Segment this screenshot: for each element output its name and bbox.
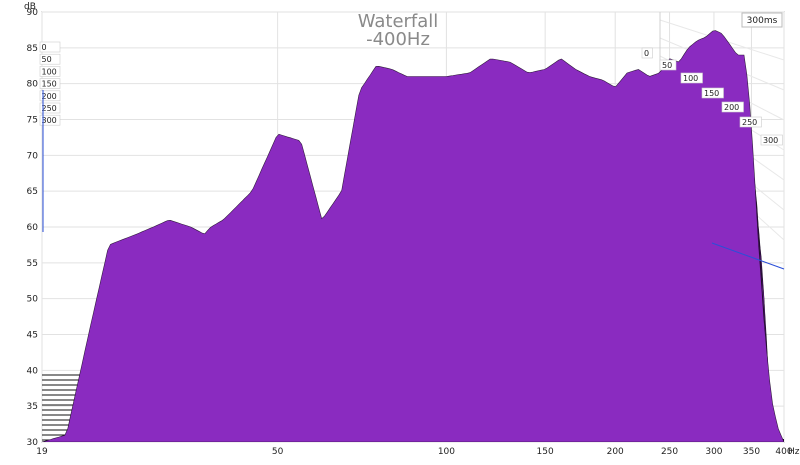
time-label-left: 0 [39, 41, 61, 53]
time-label-right: 300 [760, 134, 783, 146]
y-tick-label: 55 [27, 259, 38, 269]
y-tick-label: 80 [27, 80, 39, 90]
time-label-right: 100 [680, 72, 703, 84]
time-label-left: 150 [39, 78, 61, 89]
y-tick-label: 50 [27, 295, 39, 305]
time-label-text: 300 [763, 136, 778, 145]
x-tick-label: 100 [438, 447, 455, 457]
time-label-text: 50 [42, 55, 52, 64]
x-tick-label: 350 [743, 447, 760, 457]
time-label-box [680, 72, 703, 84]
time-label-left: 200 [39, 90, 61, 102]
x-tick-label: 200 [607, 447, 624, 457]
y-tick-label: 65 [27, 187, 38, 197]
time-label-box [39, 102, 61, 114]
x-tick-label: 400 [775, 447, 792, 457]
y-tick-label: 45 [27, 331, 38, 341]
y-tick-label: 75 [27, 116, 38, 126]
time-label-left: 250 [39, 102, 61, 114]
time-label-box [39, 66, 61, 77]
time-label-text: 0 [42, 43, 47, 52]
time-label-text: 150 [704, 89, 719, 98]
time-label-text: 0 [644, 49, 649, 58]
y-tick-label: 35 [27, 402, 38, 412]
x-axis-unit-label: Hz [788, 447, 800, 457]
time-label-box [739, 116, 762, 128]
time-label-text: 250 [42, 104, 57, 113]
time-axis-badge-label: 300ms [747, 16, 778, 26]
y-tick-label: 60 [27, 223, 39, 233]
time-label-text: 50 [662, 61, 672, 70]
time-label-box [39, 41, 61, 53]
time-label-text: 100 [42, 67, 57, 76]
x-tick-label: 150 [537, 447, 554, 457]
waterfall-slices [42, 30, 784, 442]
x-tick-label: 250 [661, 447, 678, 457]
y-axis-ticks: 30 35 40 45 50 55 60 65 70 75 80 85 90 [27, 8, 39, 448]
time-label-box [659, 59, 677, 71]
y-tick-label: 30 [27, 438, 39, 448]
x-axis-ticks: 19 50 100 150 200 250 300 350 400 [36, 447, 793, 457]
time-label-left: 50 [39, 53, 61, 65]
chart-subtitle: -400Hz [366, 29, 430, 50]
time-label-right: 150 [701, 87, 724, 99]
y-tick-label: 40 [27, 366, 39, 376]
time-axis-badge: 300ms [741, 12, 783, 28]
x-tick-label: 50 [272, 447, 284, 457]
time-label-box [39, 53, 61, 65]
time-label-right: 0 [641, 47, 653, 59]
time-label-right: 200 [721, 101, 744, 113]
time-label-right: 250 [739, 116, 762, 128]
time-label-text: 150 [42, 80, 57, 89]
time-label-text: 200 [42, 92, 57, 101]
x-tick-label: 19 [36, 447, 48, 457]
time-label-box [721, 101, 744, 113]
time-label-text: 250 [742, 118, 757, 127]
time-label-box [760, 134, 783, 146]
time-label-box [641, 47, 653, 59]
y-axis-unit-label: dB [24, 2, 36, 12]
time-label-text: 200 [724, 103, 739, 112]
time-label-box [701, 87, 724, 99]
time-label-box [39, 114, 61, 126]
y-tick-label: 90 [27, 8, 39, 18]
time-label-right: 50 [659, 59, 677, 71]
time-label-box [39, 78, 61, 89]
x-tick-label: 300 [705, 447, 722, 457]
time-label-left: 100 [39, 66, 61, 77]
y-tick-label: 85 [27, 44, 38, 54]
time-label-box [39, 90, 61, 102]
time-label-text: 100 [683, 74, 698, 83]
time-label-text: 300 [42, 116, 57, 125]
time-axis-marker-right [711, 242, 785, 270]
chart-title: Waterfall [358, 11, 439, 32]
time-label-left: 300 [39, 114, 61, 126]
y-tick-label: 70 [27, 151, 39, 161]
